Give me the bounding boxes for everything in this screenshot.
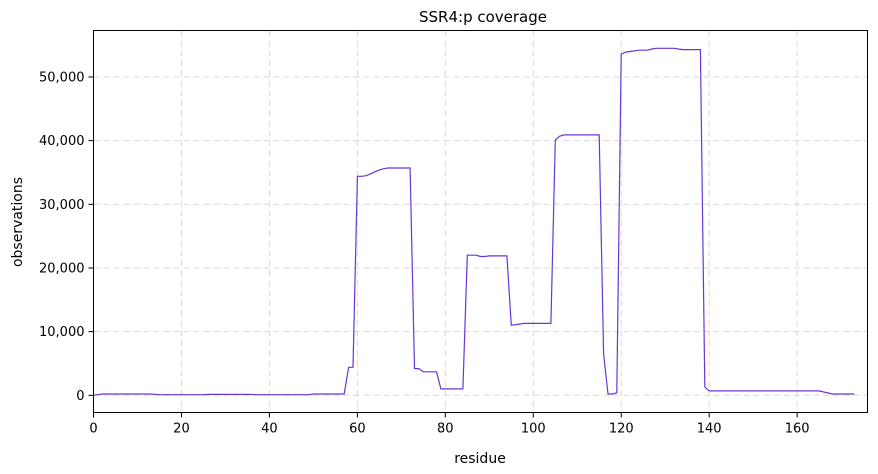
- y-tick-label: 30,000: [39, 198, 85, 213]
- chart-title: SSR4:p coverage: [419, 8, 547, 26]
- x-tick-label: 160: [785, 422, 810, 437]
- x-tick-label: 20: [173, 422, 190, 437]
- x-axis-ticks: 0 20 40 60 80 100 120 140 160: [89, 412, 810, 437]
- y-tick-label: 50,000: [39, 70, 85, 85]
- x-tick-label: 40: [261, 422, 278, 437]
- coverage-line: [93, 47, 855, 396]
- y-tick-label: 0: [76, 389, 84, 404]
- y-axis-label: observations: [10, 177, 26, 267]
- x-tick-label: 60: [349, 422, 366, 437]
- x-tick-label: 120: [609, 422, 634, 437]
- y-tick-label: 20,000: [39, 261, 85, 276]
- grid: [93, 30, 868, 413]
- x-tick-label: 80: [437, 422, 454, 437]
- plot-frame: [93, 30, 868, 413]
- x-tick-label: 140: [697, 422, 722, 437]
- x-tick-label: 0: [89, 422, 97, 437]
- y-axis-ticks: 0 10,000 20,000 30,000 40,000 50,000: [39, 70, 94, 404]
- y-tick-label: 10,000: [39, 325, 85, 340]
- x-tick-label: 100: [521, 422, 546, 437]
- x-axis-label: residue: [454, 451, 506, 467]
- y-tick-label: 40,000: [39, 134, 85, 149]
